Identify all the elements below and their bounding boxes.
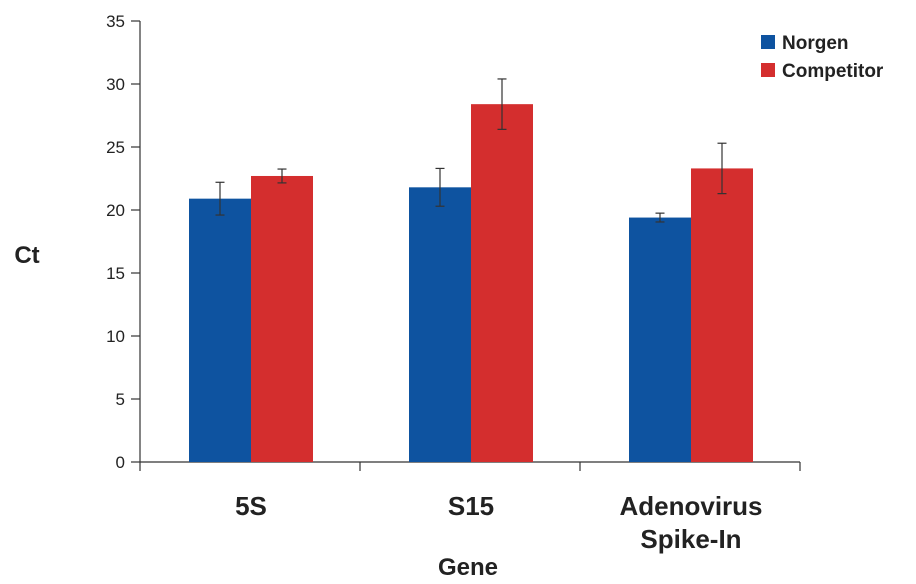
legend-swatch	[761, 63, 775, 77]
bar-norgen	[189, 198, 251, 462]
bar-competitor	[471, 104, 533, 462]
legend-label: Norgen	[782, 33, 849, 54]
category-label: 5S	[235, 491, 267, 521]
error-bar	[277, 168, 287, 184]
error-bar	[717, 142, 727, 195]
error-bar	[215, 181, 225, 216]
category-label: Spike-In	[640, 524, 741, 554]
category-label: Adenovirus	[619, 491, 762, 521]
bar-competitor	[691, 168, 753, 463]
y-tick-label: 20	[106, 201, 125, 220]
category-label: S15	[448, 491, 494, 521]
bar-competitor	[251, 175, 313, 463]
y-axis: 0 5 10 15 20 25 30 35	[106, 12, 141, 472]
legend-swatch	[761, 35, 775, 49]
error-bars	[215, 78, 727, 223]
y-tick-label: 15	[106, 264, 125, 283]
legend: Norgen Competitor	[761, 33, 884, 82]
bar-norgen	[409, 187, 471, 462]
y-tick-label: 25	[106, 138, 125, 157]
x-axis-title: Gene	[438, 554, 498, 579]
y-tick-label: 30	[106, 75, 125, 94]
y-axis-title: Ct	[14, 242, 39, 269]
y-tick-label: 35	[106, 12, 125, 31]
y-tick-label: 0	[116, 453, 125, 472]
error-bar	[435, 167, 445, 207]
error-bar	[497, 78, 507, 130]
y-tick-label: 5	[116, 390, 125, 409]
bars	[189, 104, 753, 463]
bar-norgen	[629, 217, 691, 462]
legend-label: Competitor	[782, 61, 884, 82]
y-tick-label: 10	[106, 327, 125, 346]
error-bar	[655, 212, 665, 223]
